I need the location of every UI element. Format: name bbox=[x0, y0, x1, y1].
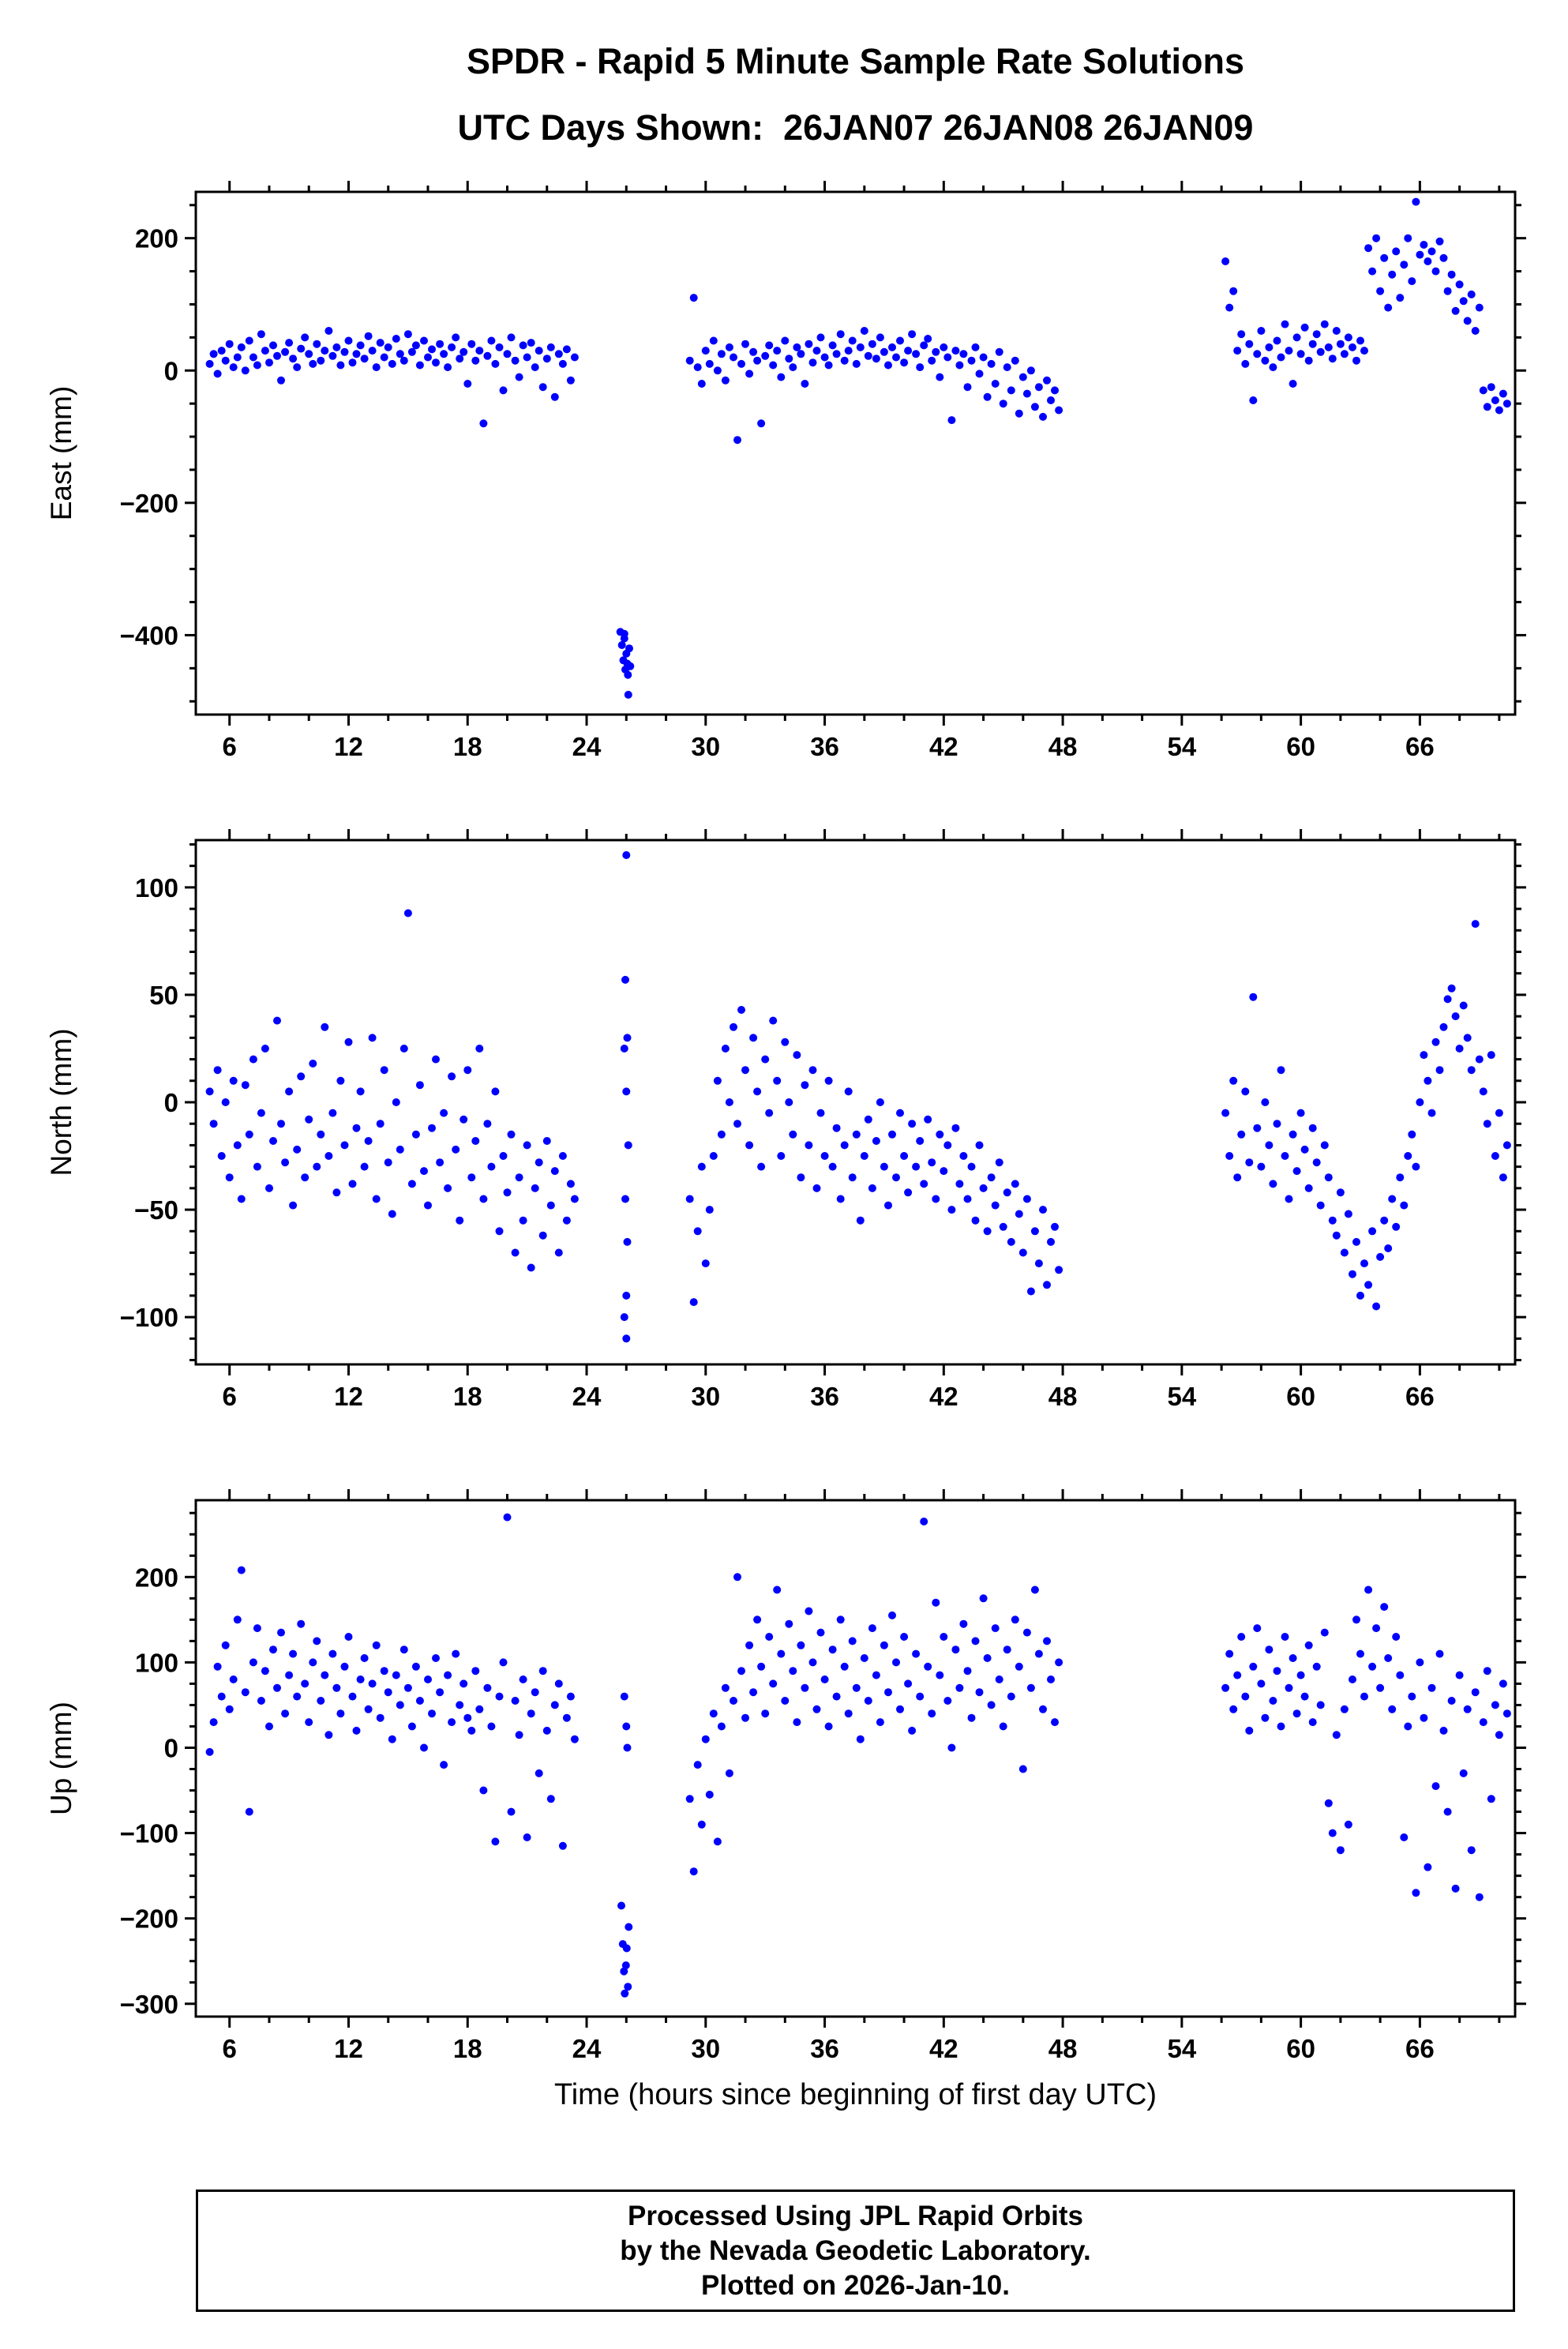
north-data-points bbox=[205, 851, 1511, 1343]
svg-text:−100: −100 bbox=[120, 1819, 178, 1848]
tick-labels: 6 12 18 24 30 36 42 48 54 60 66 100 50 0 −50 −100 bbox=[120, 873, 1435, 1411]
svg-text:36: 36 bbox=[810, 1382, 839, 1411]
svg-text:30: 30 bbox=[691, 2034, 720, 2063]
svg-text:66: 66 bbox=[1405, 1382, 1435, 1411]
svg-text:42: 42 bbox=[929, 1382, 958, 1411]
axis-frame bbox=[194, 190, 1517, 716]
time-axis-label: Time (hours since beginning of first day… bbox=[553, 2078, 1157, 2111]
svg-text:0: 0 bbox=[164, 1088, 178, 1117]
svg-text:30: 30 bbox=[691, 1382, 720, 1411]
svg-text:12: 12 bbox=[334, 732, 363, 761]
svg-text:66: 66 bbox=[1405, 2034, 1435, 2063]
svg-text:24: 24 bbox=[572, 2034, 602, 2063]
svg-text:18: 18 bbox=[453, 732, 482, 761]
axis-frame bbox=[194, 1499, 1517, 2018]
tick-labels: 6 12 18 24 30 36 42 48 54 60 66 200 0 −200 −400 bbox=[120, 224, 1435, 761]
svg-text:18: 18 bbox=[453, 2034, 482, 2063]
svg-text:42: 42 bbox=[929, 2034, 958, 2063]
east-panel: 6 12 18 24 30 36 42 48 54 60 66 200 0 −200 −400 bbox=[120, 181, 1526, 761]
north-panel: 6 12 18 24 30 36 42 48 54 60 66 100 50 0 −50 −100 bbox=[120, 829, 1526, 1411]
tick-marks bbox=[185, 1489, 1526, 2028]
up-panel: 6 12 18 24 30 36 42 48 54 60 66 200 100 0 −100 −200 −300 bbox=[120, 1489, 1526, 2063]
svg-text:−50: −50 bbox=[134, 1195, 178, 1225]
svg-text:60: 60 bbox=[1286, 2034, 1315, 2063]
up-data-points bbox=[205, 1513, 1511, 1998]
svg-text:36: 36 bbox=[810, 2034, 839, 2063]
svg-text:6: 6 bbox=[223, 732, 237, 761]
svg-text:24: 24 bbox=[572, 1382, 602, 1411]
svg-text:0: 0 bbox=[164, 356, 178, 385]
svg-text:18: 18 bbox=[453, 1382, 482, 1411]
svg-text:60: 60 bbox=[1286, 1382, 1315, 1411]
svg-text:24: 24 bbox=[572, 732, 602, 761]
plot-subtitle: UTC Days Shown: 26JAN07 26JAN08 26JAN09 bbox=[457, 107, 1254, 148]
svg-text:−200: −200 bbox=[120, 489, 178, 518]
svg-text:54: 54 bbox=[1167, 1382, 1196, 1411]
svg-text:50: 50 bbox=[149, 981, 178, 1010]
tick-labels: 6 12 18 24 30 36 42 48 54 60 66 200 100 0 −100 −200 −300 bbox=[120, 1563, 1435, 2063]
svg-text:12: 12 bbox=[334, 1382, 363, 1411]
north-axis-label: North (mm) bbox=[45, 1028, 77, 1176]
svg-text:100: 100 bbox=[135, 873, 178, 902]
plot-title: SPDR - Rapid 5 Minute Sample Rate Soluti… bbox=[466, 41, 1245, 81]
svg-text:42: 42 bbox=[929, 732, 958, 761]
east-axis-label: East (mm) bbox=[45, 385, 77, 521]
up-axis-label: Up (mm) bbox=[45, 1702, 77, 1815]
svg-text:48: 48 bbox=[1048, 1382, 1078, 1411]
svg-text:−400: −400 bbox=[120, 621, 178, 650]
svg-text:66: 66 bbox=[1405, 732, 1435, 761]
axis-frame bbox=[194, 839, 1517, 1366]
svg-text:100: 100 bbox=[135, 1648, 178, 1677]
tick-marks bbox=[185, 829, 1526, 1375]
svg-text:54: 54 bbox=[1167, 732, 1196, 761]
svg-text:200: 200 bbox=[135, 1563, 178, 1592]
svg-text:−100: −100 bbox=[120, 1303, 178, 1332]
svg-text:6: 6 bbox=[223, 2034, 237, 2063]
svg-text:0: 0 bbox=[164, 1733, 178, 1762]
tick-marks bbox=[185, 181, 1526, 726]
processing-note-box: Processed Using JPL Rapid Orbits by the … bbox=[196, 2190, 1515, 2312]
svg-text:30: 30 bbox=[691, 732, 720, 761]
svg-text:200: 200 bbox=[135, 224, 178, 253]
processing-note-line3: Plotted on 2026-Jan-10. bbox=[701, 2269, 1010, 2301]
east-data-points bbox=[205, 197, 1511, 699]
svg-text:60: 60 bbox=[1286, 732, 1315, 761]
svg-text:36: 36 bbox=[810, 732, 839, 761]
svg-text:48: 48 bbox=[1048, 732, 1078, 761]
svg-text:−200: −200 bbox=[120, 1904, 178, 1934]
processing-note-line2: by the Nevada Geodetic Laboratory. bbox=[620, 2235, 1091, 2266]
svg-text:−300: −300 bbox=[120, 1990, 178, 2019]
svg-text:12: 12 bbox=[334, 2034, 363, 2063]
svg-text:48: 48 bbox=[1048, 2034, 1078, 2063]
processing-note-line1: Processed Using JPL Rapid Orbits bbox=[627, 2200, 1084, 2231]
svg-text:54: 54 bbox=[1167, 2034, 1196, 2063]
svg-text:6: 6 bbox=[223, 1382, 237, 1411]
